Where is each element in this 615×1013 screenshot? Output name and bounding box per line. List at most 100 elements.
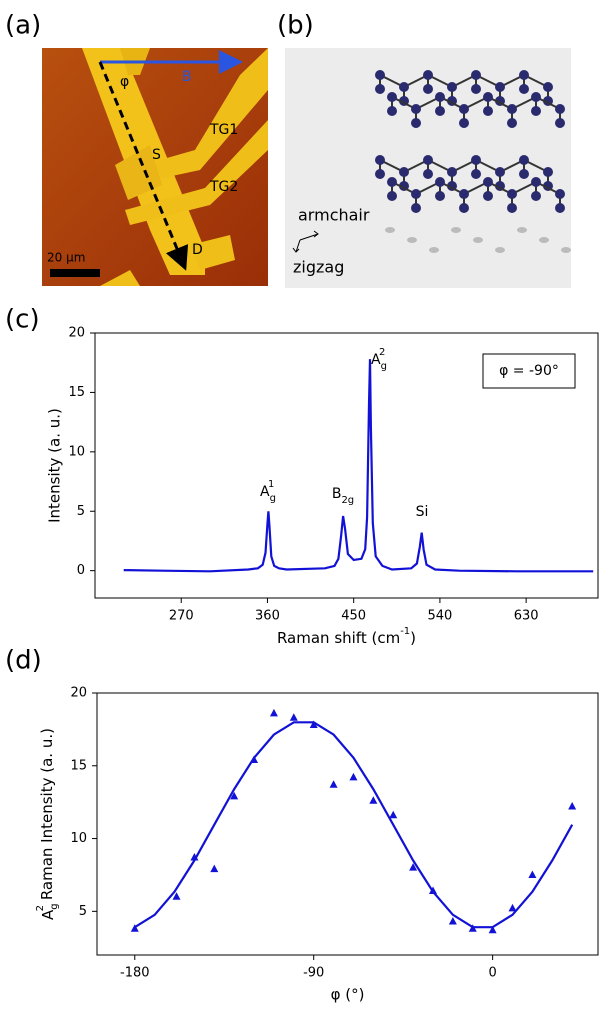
legend-box [482, 353, 576, 389]
lattice [375, 70, 571, 253]
atom [543, 167, 553, 177]
x-tick-label: -90 [303, 966, 324, 981]
data-point [389, 810, 398, 819]
x-tick-label: -180 [120, 966, 150, 981]
armchair-label: armchair [298, 206, 370, 225]
atom [435, 177, 445, 187]
shadow-atom [495, 247, 505, 253]
legend-text: φ = -90° [499, 363, 559, 379]
data-point [528, 870, 537, 878]
y-tick-label: 10 [70, 831, 87, 846]
shadow-atom [407, 237, 417, 243]
x-axis-title-main: Raman shift (cm [277, 629, 400, 647]
shadow-atom [517, 227, 527, 233]
atom [495, 82, 505, 92]
atom [411, 118, 421, 128]
atom [531, 92, 541, 102]
atom [411, 104, 421, 114]
source-label: S [152, 147, 161, 163]
peak-label: B2g [332, 486, 354, 506]
atom [387, 177, 397, 187]
shadow-atom [429, 247, 439, 253]
atom [459, 203, 469, 213]
y-axis-title: Intensity (a. u.) [46, 408, 64, 523]
peak-label-main: Si [416, 504, 429, 520]
atom [423, 169, 433, 179]
data-point [409, 863, 418, 871]
direction-label: B [182, 69, 192, 85]
data-point [568, 802, 577, 810]
atom [483, 177, 493, 187]
atom [531, 177, 541, 187]
panel-label: (a) [5, 11, 41, 41]
data-point [349, 772, 358, 781]
atom [471, 70, 481, 80]
atom [471, 84, 481, 94]
data-point [130, 924, 139, 932]
panel-label: (c) [5, 305, 40, 335]
atom [459, 118, 469, 128]
atom [423, 84, 433, 94]
y-axis-title: Ag2 Raman Intensity (a. u.) [35, 728, 60, 920]
atom [459, 104, 469, 114]
x-axis-title: Raman shift (cm-1) [277, 626, 416, 647]
atom [447, 82, 457, 92]
orientation-arrows [292, 230, 319, 253]
atom [507, 118, 517, 128]
shadow-atom [385, 227, 395, 233]
atom [543, 82, 553, 92]
atom [519, 169, 529, 179]
atom [519, 70, 529, 80]
atom [555, 118, 565, 128]
x-axis-title-sup: -1 [400, 626, 410, 637]
shadow-atom [561, 247, 571, 253]
atom [507, 203, 517, 213]
atom [459, 189, 469, 199]
y-axis-title-sub: g [49, 903, 60, 909]
atom [435, 106, 445, 116]
atom [435, 92, 445, 102]
y-tick-label: 5 [79, 904, 87, 919]
angle-label: φ [120, 74, 129, 90]
atom [399, 82, 409, 92]
x-axis-title-tail: ) [410, 629, 416, 647]
peak-label-sup: 2 [379, 347, 385, 358]
peak-label-sub: 2g [341, 495, 354, 506]
data-point [210, 864, 219, 873]
peak-label-sub: g [270, 493, 276, 504]
atom [387, 92, 397, 102]
peak-label: Ag 1 [260, 479, 276, 504]
atom [387, 106, 397, 116]
data-point [172, 892, 181, 900]
x-tick-label: 630 [514, 609, 539, 624]
atom [555, 104, 565, 114]
y-tick-label: 10 [68, 444, 85, 459]
micrograph [42, 48, 268, 286]
y-tick-label: 0 [77, 563, 85, 578]
atom [411, 203, 421, 213]
x-tick-label: 540 [428, 609, 453, 624]
data-point [329, 780, 338, 788]
plot-frame [94, 332, 599, 599]
atom [387, 191, 397, 201]
data-point [230, 791, 239, 800]
x-tick-label: 450 [341, 609, 366, 624]
gate2-label: TG2 [209, 179, 238, 195]
zigzag-label: zigzag [293, 258, 344, 277]
peak-label: Ag 2 [371, 347, 387, 372]
peak-label-sup: 1 [268, 479, 274, 490]
atom [531, 191, 541, 201]
atom [447, 167, 457, 177]
data-point [488, 925, 497, 934]
atom [411, 189, 421, 199]
drain-label: D [192, 242, 203, 258]
panel-label: (b) [277, 11, 314, 41]
shadow-atom [451, 227, 461, 233]
atom [483, 106, 493, 116]
y-tick-label: 15 [68, 385, 85, 400]
y-axis-title-sup: 2 [35, 905, 46, 911]
peak-label-main: A [371, 352, 381, 368]
y-tick-label: 5 [77, 504, 85, 519]
atom [423, 70, 433, 80]
atom [483, 191, 493, 201]
